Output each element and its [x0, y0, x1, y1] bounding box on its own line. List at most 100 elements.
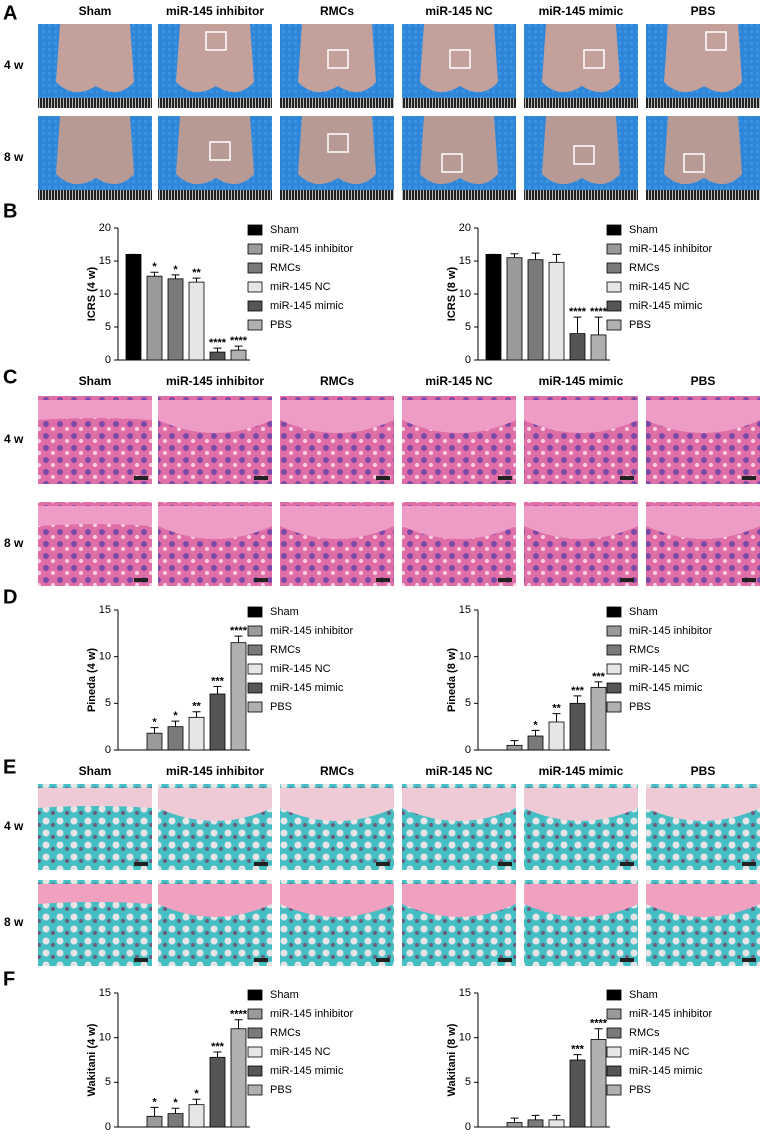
error-bar	[594, 316, 603, 335]
cartilage	[646, 788, 760, 821]
cartilage	[158, 506, 272, 539]
legend-label: miR-145 mimic	[629, 300, 703, 312]
bar	[485, 253, 502, 361]
scale-bar	[376, 578, 390, 582]
knee	[298, 116, 376, 185]
ruler	[524, 190, 638, 200]
y-tick-label: 20	[459, 222, 471, 234]
ruler	[646, 190, 760, 200]
legend-swatch	[606, 625, 622, 637]
ruler	[158, 98, 272, 108]
bar	[569, 702, 586, 751]
legend-label: PBS	[270, 701, 292, 713]
legend-swatch	[247, 300, 263, 312]
scale-bar	[254, 476, 268, 480]
row-label: 4 w	[4, 819, 24, 833]
column-header: PBS	[691, 764, 716, 778]
legend-swatch	[247, 281, 263, 293]
error-bar	[171, 1107, 180, 1114]
legend-label: Sham	[629, 224, 658, 236]
bar	[167, 1113, 184, 1128]
legend-label: miR-145 inhibitor	[629, 625, 712, 637]
legend-label: miR-145 mimic	[270, 682, 344, 694]
column-header: miR-145 mimic	[539, 764, 624, 778]
legend-label: RMCs	[629, 262, 660, 274]
panel-label: E	[3, 756, 16, 778]
y-tick-label: 10	[99, 1032, 111, 1044]
column-header: RMCs	[320, 374, 354, 388]
legend-swatch	[247, 1027, 263, 1039]
legend-label: RMCs	[270, 644, 301, 656]
legend-swatch	[247, 319, 263, 331]
scale-bar	[254, 958, 268, 962]
legend-swatch	[247, 606, 263, 618]
scale-bar	[376, 958, 390, 962]
column-header: miR-145 inhibitor	[166, 4, 264, 18]
cartilage	[524, 884, 638, 917]
legend-swatch	[606, 1027, 622, 1039]
significance: ***	[571, 1044, 585, 1056]
ruler	[280, 190, 394, 200]
significance: ***	[592, 671, 606, 683]
bar	[506, 1122, 523, 1128]
y-tick-label: 15	[99, 255, 111, 267]
bar	[527, 1119, 544, 1128]
ruler	[646, 98, 760, 108]
y-tick-label: 10	[459, 651, 471, 663]
panel-label: F	[3, 968, 15, 990]
cartilage	[280, 788, 394, 821]
legend-swatch	[606, 1046, 622, 1058]
bar	[230, 349, 247, 361]
y-tick-label: 10	[99, 651, 111, 663]
legend-swatch	[606, 243, 622, 255]
knee	[542, 24, 620, 93]
cartilage	[524, 400, 638, 433]
legend-swatch	[606, 701, 622, 713]
error-bar	[510, 1117, 519, 1123]
significance: ****	[590, 306, 608, 318]
error-bar	[552, 713, 561, 722]
error-bar	[213, 1051, 222, 1058]
error-bar	[192, 1098, 201, 1105]
scale-bar	[134, 476, 148, 480]
column-header: RMCs	[320, 764, 354, 778]
legend-swatch	[247, 1084, 263, 1096]
column-header: miR-145 mimic	[539, 374, 624, 388]
defect-box	[705, 31, 727, 51]
ruler	[38, 98, 152, 108]
significance: *	[173, 1097, 178, 1109]
legend-label: miR-145 inhibitor	[270, 1008, 353, 1020]
legend-label: PBS	[270, 1084, 292, 1096]
significance: *	[173, 710, 178, 722]
error-bar	[510, 253, 519, 258]
y-tick-label: 10	[459, 1032, 471, 1044]
bar	[590, 334, 607, 361]
y-axis-label: Pineda (4 w)	[86, 648, 98, 713]
column-header: miR-145 inhibitor	[166, 374, 264, 388]
bar	[209, 1056, 226, 1128]
legend-label: Sham	[270, 606, 299, 618]
legend-label: RMCs	[629, 1027, 660, 1039]
error-bar	[531, 252, 540, 260]
bar	[188, 281, 205, 361]
panel-label: A	[3, 2, 17, 24]
y-tick-label: 15	[459, 604, 471, 616]
knee	[664, 24, 742, 93]
knee	[56, 24, 134, 93]
bar	[590, 687, 607, 751]
cartilage	[158, 400, 272, 433]
column-header: Sham	[79, 764, 112, 778]
legend-label: PBS	[629, 319, 651, 331]
bar	[569, 1059, 586, 1128]
defect-box	[573, 145, 595, 165]
panel-label: C	[3, 366, 17, 388]
error-bar	[573, 695, 582, 704]
y-tick-label: 15	[459, 255, 471, 267]
bar	[146, 732, 163, 751]
legend-swatch	[247, 682, 263, 694]
y-axis-label: Wakitani (4 w)	[86, 1023, 98, 1096]
legend-label: miR-145 NC	[629, 281, 690, 293]
y-axis-label: Pineda (8 w)	[446, 648, 458, 713]
significance: **	[192, 701, 201, 713]
